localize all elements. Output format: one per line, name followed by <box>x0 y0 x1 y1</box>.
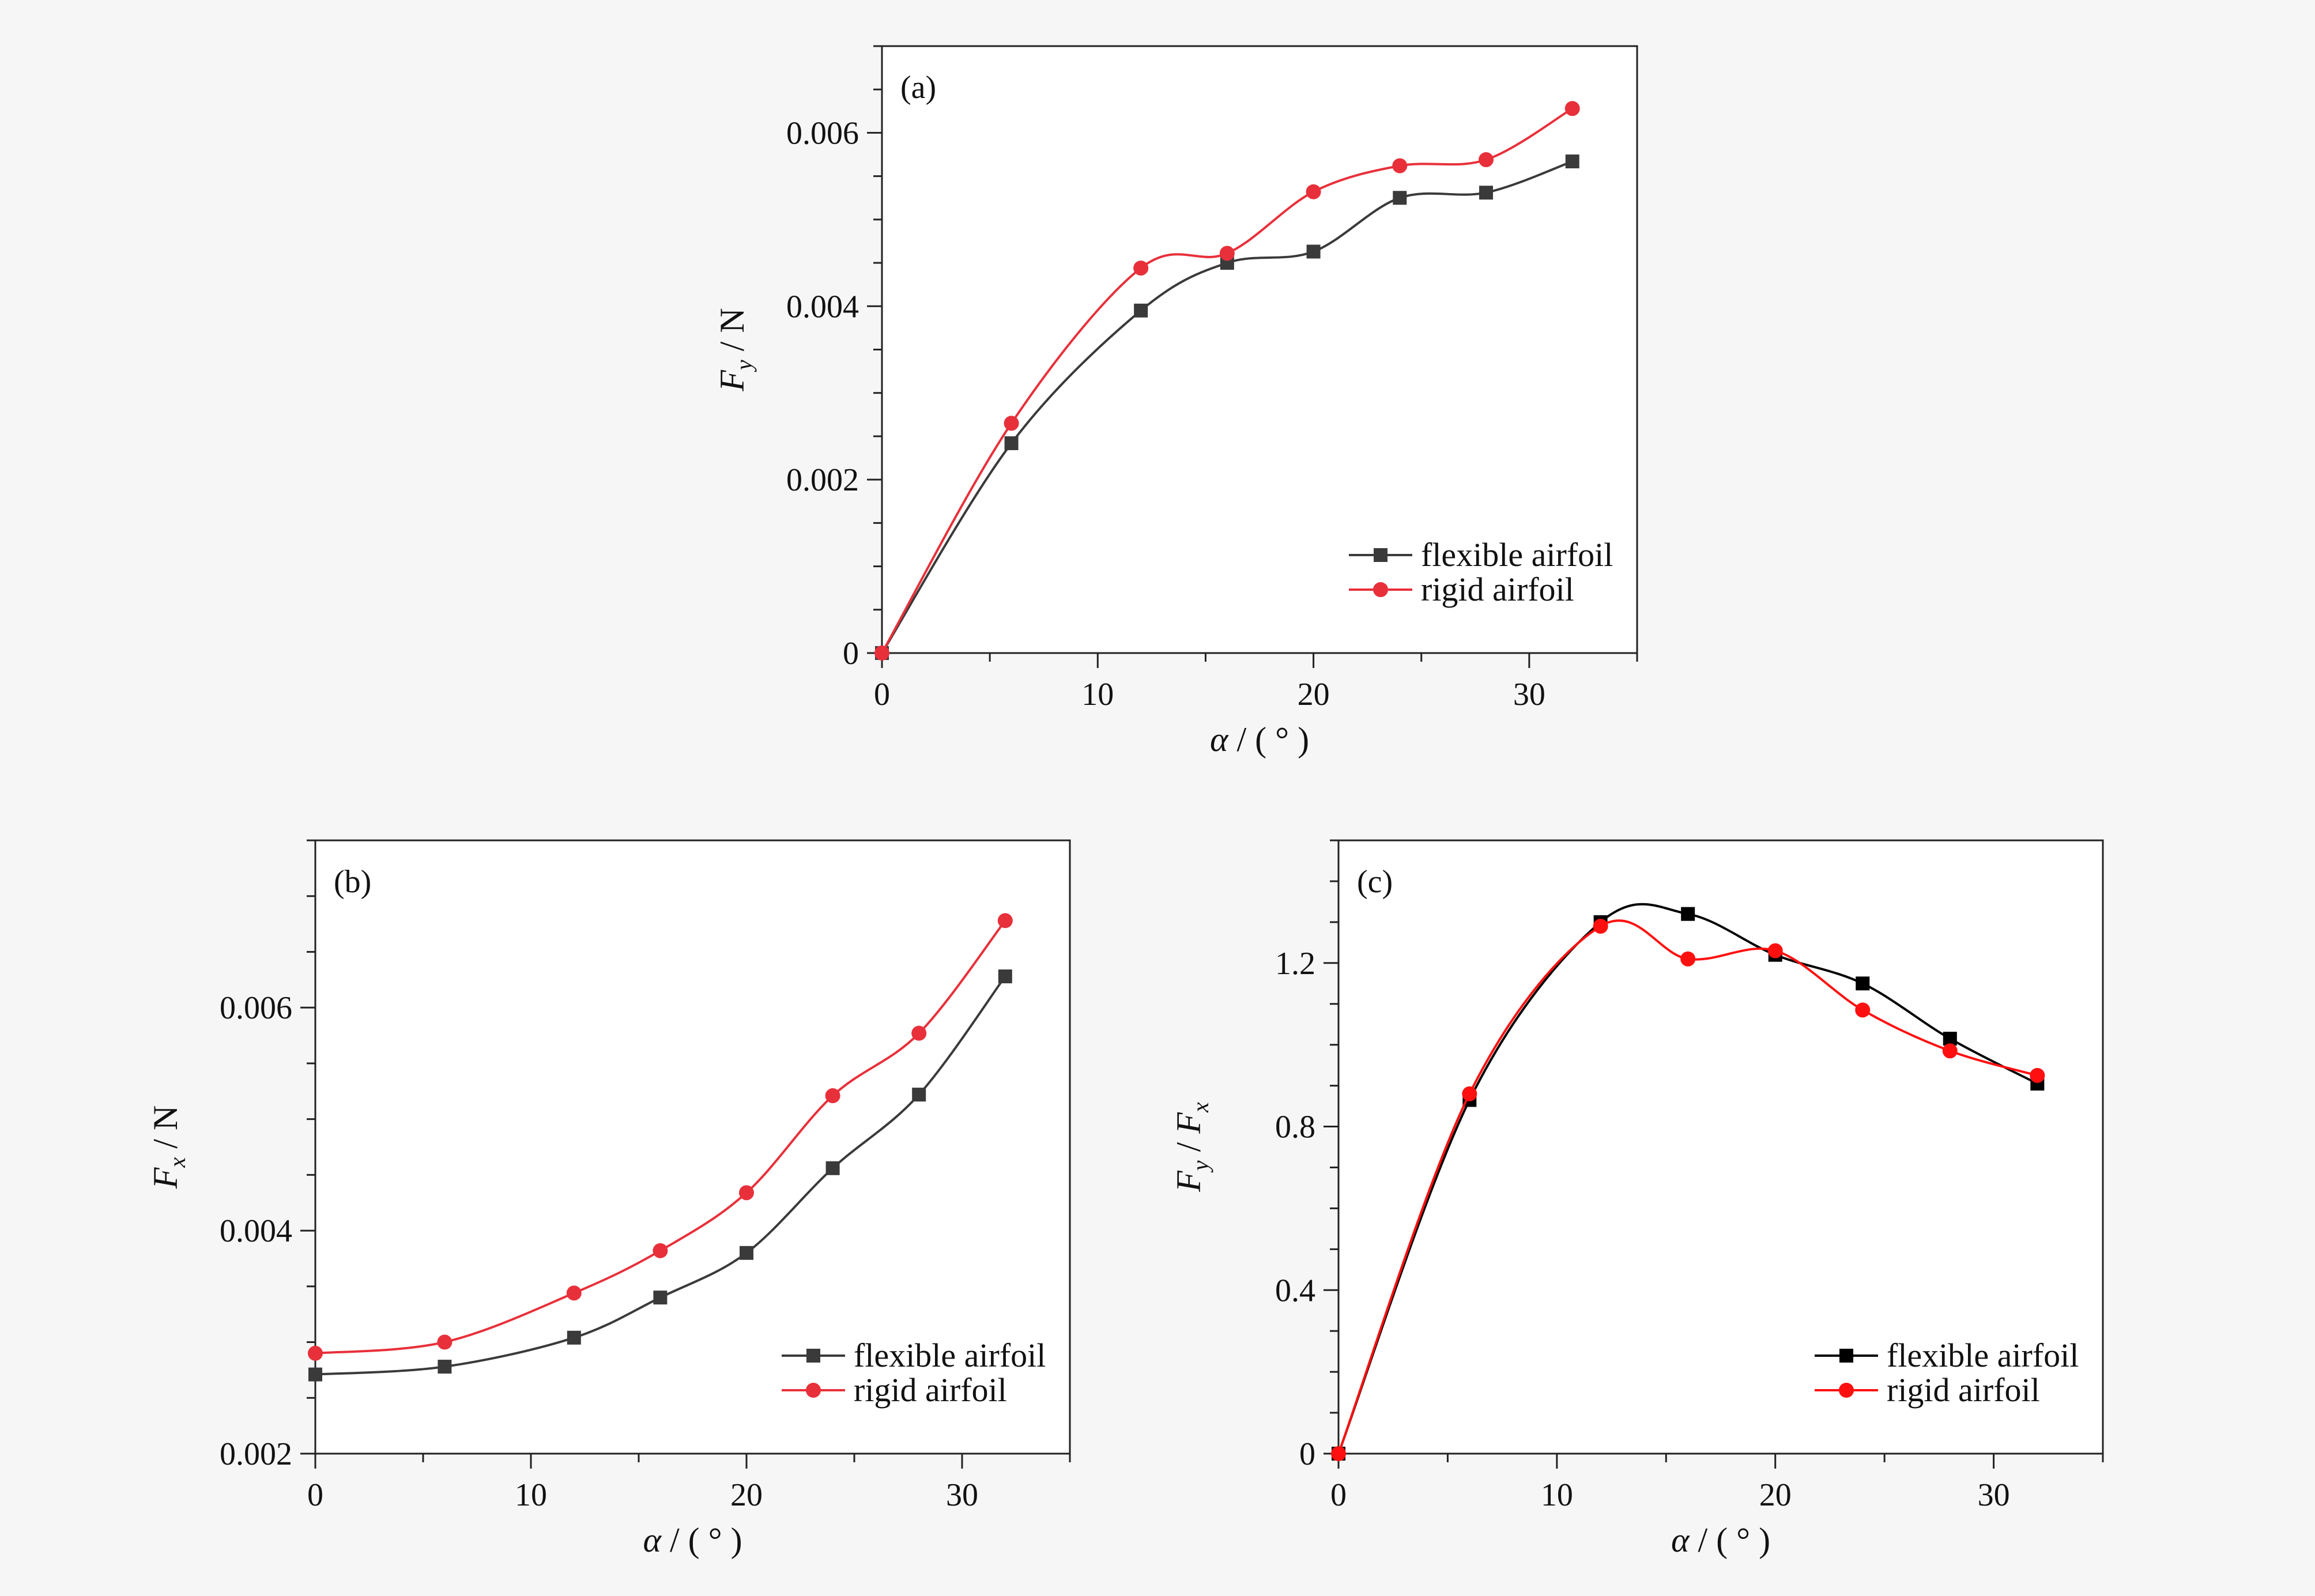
data-point-circle <box>1306 184 1321 199</box>
data-point-square <box>825 1161 840 1175</box>
data-point-square <box>438 1360 452 1374</box>
data-point-square <box>1134 303 1148 318</box>
legend-label: rigid airfoil <box>1887 1371 2040 1409</box>
data-point-circle <box>1219 246 1235 261</box>
data-point-square <box>998 969 1012 984</box>
data-point-square <box>1943 1032 1957 1046</box>
data-point-circle <box>1004 416 1019 431</box>
x-tick-label: 30 <box>1513 677 1545 712</box>
y-tick-label: 0.004 <box>220 1213 292 1249</box>
legend-label: flexible airfoil <box>1887 1337 2079 1374</box>
data-point-circle <box>1331 1446 1346 1461</box>
x-tick-label: 20 <box>730 1477 763 1513</box>
panel-label: (b) <box>334 864 371 900</box>
data-point-circle <box>308 1345 323 1361</box>
data-point-square <box>308 1367 322 1382</box>
legend-marker <box>1373 582 1388 597</box>
data-point-circle <box>739 1185 754 1201</box>
legend-label: rigid airfoil <box>854 1371 1007 1409</box>
y-tick-label: 0.004 <box>786 289 859 325</box>
panel-label: (c) <box>1357 864 1393 900</box>
x-tick-label: 30 <box>1978 1477 2010 1513</box>
series-rigid <box>874 101 1580 661</box>
series-rigid <box>308 913 1013 1361</box>
panel-a: 0 10 20 30 0 0.002 0.004 0.006 (a) α / ( ° ) Fy / … <box>713 45 1638 759</box>
y-tick-label: 0 <box>1299 1436 1315 1472</box>
x-tick-label: 30 <box>946 1477 978 1513</box>
legend-marker <box>806 1349 820 1363</box>
x-axis-label: α / ( ° ) <box>643 1521 742 1559</box>
data-point-circle <box>2030 1067 2045 1083</box>
data-point-square <box>653 1291 668 1305</box>
y-axis-label: Fy / N <box>713 308 757 391</box>
series-flexible <box>308 969 1012 1382</box>
data-point-circle <box>1479 152 1494 168</box>
x-tick-label: 10 <box>1541 1477 1573 1513</box>
data-point-circle <box>1133 261 1149 276</box>
legend-label: flexible airfoil <box>1421 536 1613 573</box>
plot-frame <box>1337 839 2104 1455</box>
data-point-circle <box>997 913 1013 929</box>
data-point-square <box>1004 436 1019 450</box>
data-point-circle <box>825 1088 840 1104</box>
series-line <box>1337 919 2038 1454</box>
y-tick-label: 0.002 <box>786 462 859 498</box>
data-point-circle <box>1942 1043 1958 1059</box>
x-tick-label: 0 <box>874 677 890 712</box>
data-point-circle <box>1593 918 1608 934</box>
panel-label: (a) <box>900 70 936 105</box>
y-tick-label: 0.4 <box>1275 1273 1315 1308</box>
y-tick-label: 0.006 <box>220 990 292 1026</box>
legend-label: flexible airfoil <box>854 1337 1046 1374</box>
legend-marker <box>1839 1383 1854 1398</box>
data-point-circle <box>1767 943 1783 959</box>
data-point-square <box>567 1330 581 1345</box>
x-tick-label: 10 <box>515 1477 547 1513</box>
data-point-circle <box>1680 951 1696 967</box>
y-tick-label: 1.2 <box>1275 946 1315 982</box>
data-point-square <box>740 1246 753 1260</box>
y-axis-label: Fy / Fx <box>1170 1102 1213 1193</box>
x-tick-label: 20 <box>1759 1477 1792 1513</box>
data-point-circle <box>437 1334 453 1350</box>
series-rigid <box>1331 918 2045 1461</box>
x-tick-label: 0 <box>1330 1477 1347 1513</box>
data-point-circle <box>874 646 889 661</box>
panel-c: 0 10 20 30 0 0.4 0.8 1.2 (c) α / ( ° ) Fy / Fx flex… <box>1170 839 2104 1559</box>
x-axis-label: α / ( ° ) <box>1671 1521 1770 1559</box>
data-point-square <box>1393 191 1407 205</box>
y-tick-label: 0.8 <box>1275 1110 1315 1145</box>
x-tick-label: 0 <box>307 1477 323 1513</box>
data-point-square <box>1856 976 1870 991</box>
legend-label: rigid airfoil <box>1421 571 1574 608</box>
data-point-square <box>912 1088 926 1102</box>
legend-marker <box>1374 548 1388 562</box>
y-tick-label: 0 <box>843 636 859 671</box>
legend-marker <box>806 1383 821 1398</box>
data-point-circle <box>653 1243 668 1258</box>
x-tick-label: 20 <box>1298 677 1330 712</box>
data-point-square <box>1306 244 1321 259</box>
data-point-square <box>1565 154 1579 169</box>
y-tick-label: 0.002 <box>220 1436 292 1472</box>
data-point-square <box>1681 907 1695 921</box>
x-tick-label: 10 <box>1081 677 1114 712</box>
data-point-circle <box>1392 158 1408 173</box>
data-point-circle <box>1462 1086 1477 1101</box>
x-axis-label: α / ( ° ) <box>1210 720 1309 759</box>
y-tick-label: 0.006 <box>786 115 859 151</box>
data-point-circle <box>566 1285 582 1301</box>
data-point-circle <box>911 1025 927 1041</box>
data-point-circle <box>1855 1002 1871 1018</box>
panel-b: 0 10 20 30 0.002 0.004 0.006 (b) α / ( ° ) Fx / N… <box>146 839 1071 1559</box>
data-point-circle <box>1564 101 1580 116</box>
y-axis-label: Fx / N <box>146 1105 190 1189</box>
legend-marker <box>1839 1349 1853 1363</box>
data-point-square <box>1479 186 1493 200</box>
plot-frame <box>314 839 1071 1455</box>
